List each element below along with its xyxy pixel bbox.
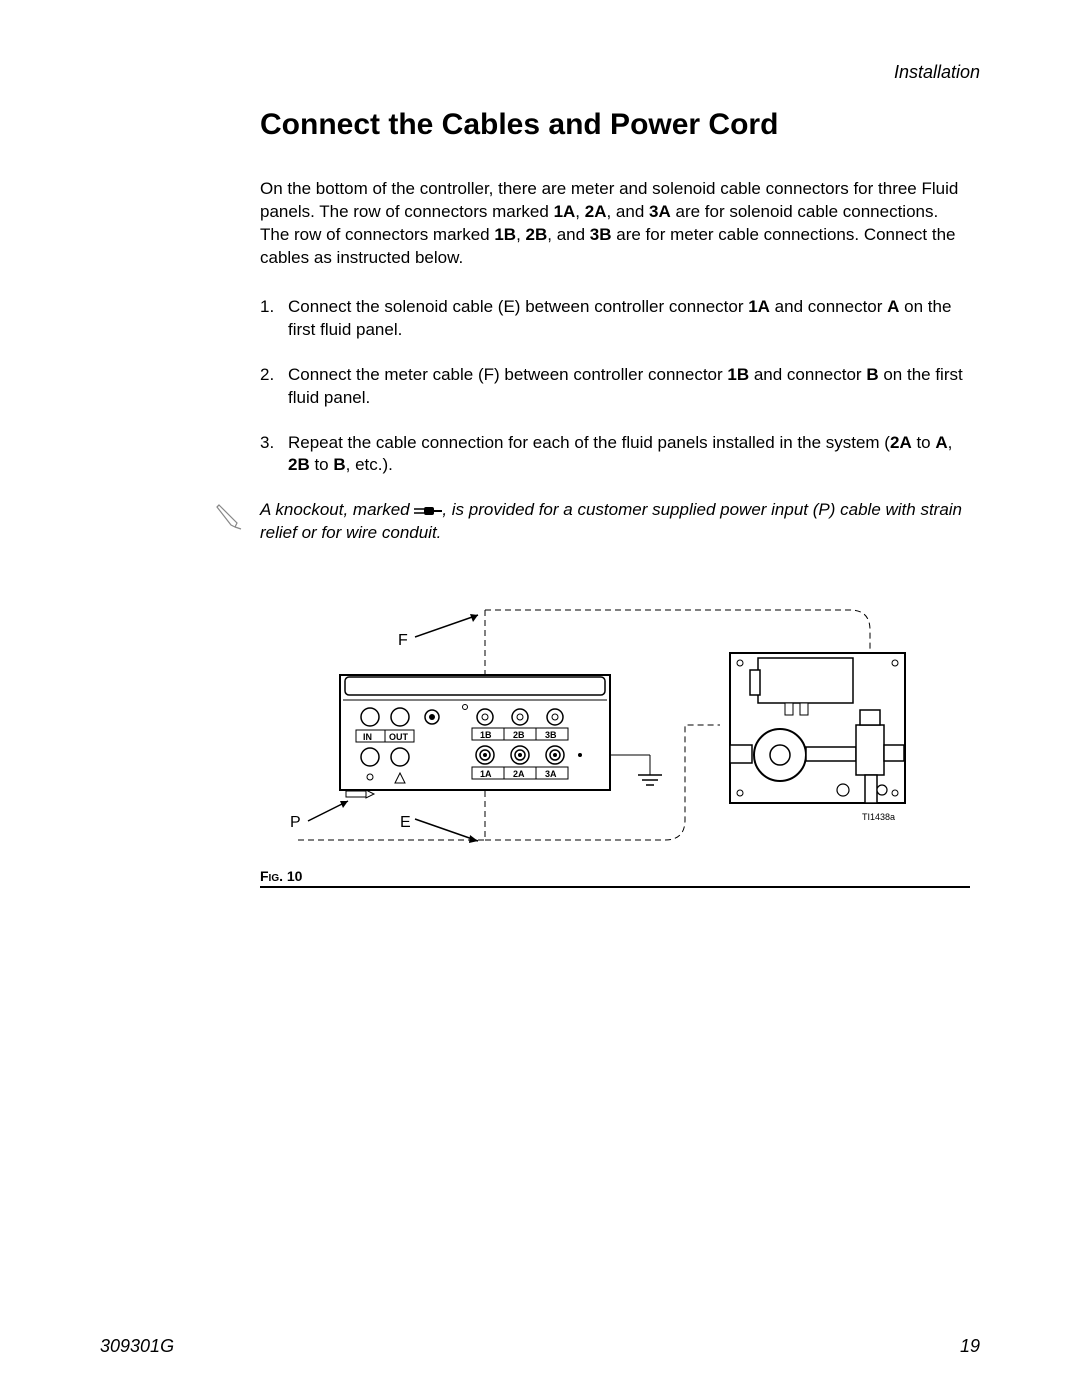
- figure-ref: TI1438a: [862, 812, 895, 822]
- steps-list: 1. Connect the solenoid cable (E) betwee…: [260, 296, 970, 478]
- step-bold: 2B: [288, 455, 310, 474]
- step-frag: Repeat the cable connection for each of …: [288, 433, 890, 452]
- intro-bold: 3A: [649, 202, 671, 221]
- intro-text: ,: [516, 225, 525, 244]
- page-footer: 309301G 19: [100, 1336, 980, 1357]
- pencil-icon: [215, 501, 245, 531]
- step-number: 1.: [260, 296, 288, 342]
- conn-3b: 3B: [545, 730, 557, 740]
- step-text: Connect the meter cable (F) between cont…: [288, 364, 970, 410]
- intro-bold: 2B: [526, 225, 548, 244]
- step-frag: to: [310, 455, 334, 474]
- step-frag: and connector: [770, 297, 887, 316]
- step-item: 3. Repeat the cable connection for each …: [260, 432, 970, 478]
- conn-2b: 2B: [513, 730, 525, 740]
- step-bold: 1A: [748, 297, 770, 316]
- note-text: A knockout, marked , is provided for a c…: [260, 499, 970, 545]
- note-frag: A knockout, marked: [260, 500, 414, 519]
- fluid-panel: [730, 653, 905, 803]
- intro-bold: 2A: [585, 202, 607, 221]
- step-bold: 2A: [890, 433, 912, 452]
- page-title: Connect the Cables and Power Cord: [260, 108, 970, 142]
- intro-bold: 3B: [590, 225, 612, 244]
- step-bold: B: [333, 455, 345, 474]
- label-f: F: [398, 632, 408, 649]
- plug-icon: [414, 505, 442, 517]
- step-bold: B: [866, 365, 878, 384]
- controller-box: IN OUT: [340, 675, 610, 798]
- conn-2a: 2A: [513, 769, 525, 779]
- intro-text: ,: [575, 202, 584, 221]
- step-frag: to: [912, 433, 936, 452]
- step-number: 2.: [260, 364, 288, 410]
- step-bold: A: [887, 297, 899, 316]
- note-row: A knockout, marked , is provided for a c…: [215, 499, 970, 545]
- io-out: OUT: [389, 732, 409, 742]
- ground-symbol: [610, 755, 662, 785]
- conn-3a: 3A: [545, 769, 557, 779]
- step-frag: ,: [948, 433, 953, 452]
- label-e: E: [400, 814, 411, 831]
- conn-1b: 1B: [480, 730, 492, 740]
- section-header: Installation: [894, 62, 980, 83]
- label-p: P: [290, 814, 301, 831]
- step-frag: and connector: [749, 365, 866, 384]
- step-item: 1. Connect the solenoid cable (E) betwee…: [260, 296, 970, 342]
- step-frag: , etc.).: [346, 455, 393, 474]
- wiring-diagram: F P E: [270, 595, 910, 855]
- intro-bold: 1B: [494, 225, 516, 244]
- step-frag: Connect the solenoid cable (E) between c…: [288, 297, 748, 316]
- step-text: Connect the solenoid cable (E) between c…: [288, 296, 970, 342]
- step-bold: A: [935, 433, 947, 452]
- intro-text: , and: [606, 202, 649, 221]
- step-text: Repeat the cable connection for each of …: [288, 432, 970, 478]
- page-number: 19: [960, 1336, 980, 1357]
- intro-text: , and: [547, 225, 590, 244]
- step-item: 2. Connect the meter cable (F) between c…: [260, 364, 970, 410]
- step-number: 3.: [260, 432, 288, 478]
- doc-number: 309301G: [100, 1336, 174, 1357]
- intro-paragraph: On the bottom of the controller, there a…: [260, 178, 970, 270]
- step-frag: Connect the meter cable (F) between cont…: [288, 365, 727, 384]
- figure-caption: Fig. 10: [260, 860, 970, 888]
- io-in: IN: [363, 732, 372, 742]
- intro-bold: 1A: [554, 202, 576, 221]
- conn-1a: 1A: [480, 769, 492, 779]
- step-bold: 1B: [727, 365, 749, 384]
- figure: F P E: [260, 595, 970, 888]
